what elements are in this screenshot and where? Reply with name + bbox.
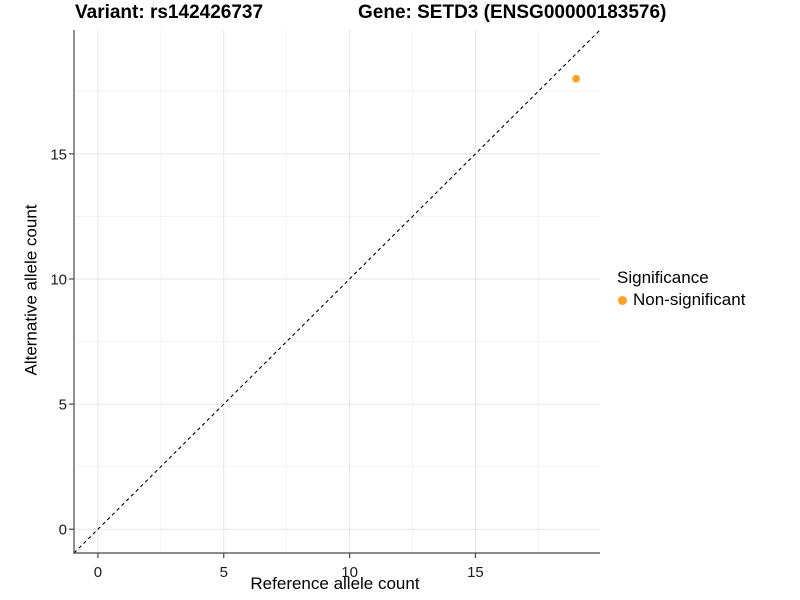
plot-title-variant: Variant: rs142426737 bbox=[75, 2, 264, 23]
identity-line bbox=[73, 29, 601, 554]
x-tick-label: 10 bbox=[341, 564, 358, 581]
y-tick-label: 10 bbox=[50, 271, 67, 288]
y-axis-title: Alternative allele count bbox=[21, 204, 41, 376]
y-tick-label: 15 bbox=[50, 146, 67, 163]
x-tick-label: 15 bbox=[467, 564, 484, 581]
legend-title: Significance bbox=[617, 268, 709, 287]
legend-item-non-significant: Non-significant bbox=[617, 290, 745, 310]
x-tick-label: 5 bbox=[220, 564, 228, 581]
data-point bbox=[572, 74, 580, 83]
legend-item-label: Non-significant bbox=[633, 290, 746, 309]
legend-point-icon bbox=[618, 295, 627, 305]
y-tick-label: 0 bbox=[59, 522, 67, 539]
y-tick-label: 5 bbox=[59, 397, 67, 414]
x-axis-title: Reference allele count bbox=[250, 574, 420, 593]
x-tick-label: 0 bbox=[94, 564, 102, 581]
plot-title-gene: Gene: SETD3 (ENSG00000183576) bbox=[358, 2, 667, 23]
legend: Significance Non-significant bbox=[617, 268, 745, 310]
